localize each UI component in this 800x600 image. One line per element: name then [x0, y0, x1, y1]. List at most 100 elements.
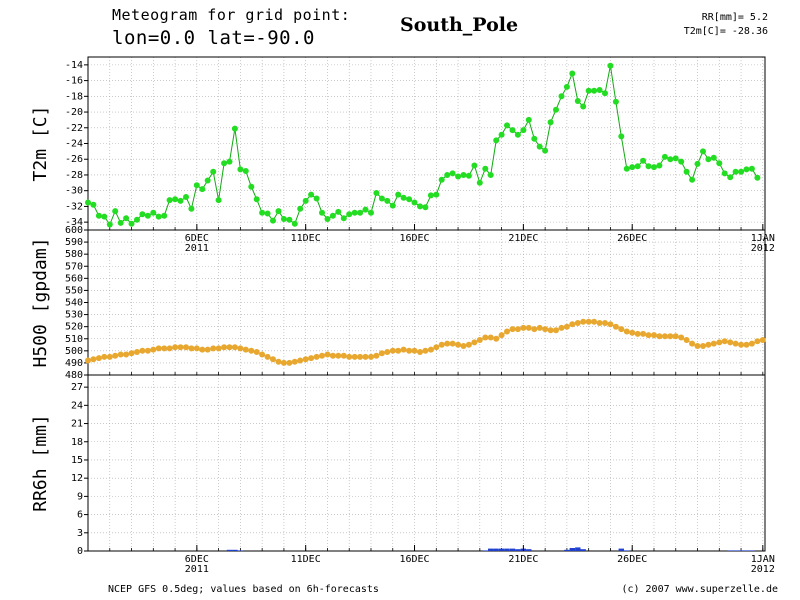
- t2m-point: [465, 172, 472, 179]
- t2m-point: [525, 116, 532, 123]
- date-tick-label: 6DEC: [185, 233, 209, 244]
- h500-point: [563, 323, 570, 330]
- h500-point: [139, 347, 146, 354]
- t2m-point: [596, 87, 603, 93]
- h500-point: [732, 340, 739, 347]
- date-tick-year: 2012: [751, 243, 775, 254]
- date-tick-label: 6DEC: [185, 554, 209, 565]
- t2m-point: [433, 191, 440, 198]
- rr-bar: [498, 548, 505, 551]
- t2m-point: [362, 206, 369, 213]
- h500-point: [204, 346, 211, 353]
- t2m-point: [438, 176, 445, 183]
- t2m-point: [128, 220, 135, 227]
- rr-bar: [232, 549, 238, 551]
- rr-bar: [482, 550, 488, 551]
- h500-point: [231, 344, 238, 351]
- t2m-point: [683, 168, 690, 175]
- t2m-point: [172, 196, 179, 203]
- t2m-point: [514, 131, 521, 138]
- t2m-point: [569, 70, 576, 77]
- t2m-point: [226, 158, 233, 165]
- t2m-point: [553, 106, 559, 113]
- h500-point: [759, 337, 766, 343]
- y-tick-label: 3: [77, 528, 83, 539]
- h500-point: [465, 341, 472, 348]
- h500-point: [748, 340, 755, 347]
- h500-point: [378, 350, 385, 357]
- h500-point: [226, 344, 233, 351]
- date-tick-year: 2011: [185, 564, 209, 575]
- y-tick-label: -14: [65, 60, 83, 71]
- t2m-point: [324, 216, 331, 222]
- t2m-point: [417, 203, 423, 210]
- grid-point-label: Meteogram for grid point:: [112, 6, 351, 24]
- t2m-point: [482, 165, 489, 172]
- h500-point: [656, 333, 663, 340]
- y-tick-label: 600: [65, 225, 83, 236]
- h500-point: [672, 333, 679, 340]
- location-title: South_Pole: [400, 14, 519, 36]
- t2m-point: [645, 163, 652, 170]
- h500-point: [504, 328, 510, 335]
- t2m-point: [357, 209, 364, 216]
- t2m-point: [302, 197, 309, 204]
- t2m-point: [166, 197, 173, 204]
- t2m-point: [422, 204, 429, 211]
- y-tick-label: 510: [65, 334, 83, 345]
- h500-point: [694, 343, 701, 349]
- date-tick-label: 16DEC: [399, 233, 429, 244]
- y-tick-label: 580: [65, 249, 83, 260]
- t2m-point: [183, 194, 189, 200]
- t2m-point: [378, 195, 385, 202]
- h500-point: [449, 340, 456, 347]
- h500-point: [389, 347, 396, 354]
- h500-point: [542, 326, 549, 333]
- y-tick-label: 560: [65, 273, 83, 284]
- h500-point: [422, 347, 429, 354]
- h500-point: [574, 320, 581, 326]
- t2m-point: [395, 191, 402, 198]
- rr-bar: [526, 549, 532, 551]
- h500-point: [259, 351, 266, 358]
- t2m-point: [340, 215, 347, 222]
- h500-point: [384, 349, 391, 355]
- h500-point: [678, 334, 685, 341]
- t2m-point: [531, 135, 538, 142]
- t2m-point: [661, 153, 668, 160]
- h500-point: [661, 333, 668, 340]
- date-tick-label: 26DEC: [617, 233, 647, 244]
- t2m-point: [231, 125, 238, 132]
- rr-bar: [618, 548, 624, 551]
- h500-point: [525, 324, 532, 331]
- rr-bar: [727, 550, 733, 551]
- y-tick-label: 540: [65, 298, 83, 309]
- t2m-point: [591, 87, 598, 94]
- t2m-point: [368, 209, 374, 216]
- h500-point: [444, 340, 451, 347]
- t2m-point: [694, 160, 701, 167]
- h500-point: [362, 353, 369, 360]
- y-tick-label: 9: [77, 491, 83, 502]
- t2m-point: [270, 217, 276, 224]
- t2m-readout: T2m[C]= -28.36: [683, 26, 768, 37]
- t2m-point: [411, 199, 418, 206]
- t2m-point: [504, 122, 510, 129]
- h500-point: [302, 356, 309, 363]
- y-tick-label: 490: [65, 358, 83, 369]
- h500-point: [727, 339, 734, 346]
- h500-point: [406, 347, 413, 354]
- y-tick-label: 18: [71, 437, 83, 448]
- h500-point: [237, 345, 244, 352]
- y-axis-label: T2m [C]: [30, 106, 51, 182]
- t2m-point: [520, 127, 527, 134]
- h500-point: [248, 347, 255, 354]
- t2m-point: [667, 156, 674, 163]
- h500-point: [155, 345, 162, 352]
- t2m-point: [308, 191, 315, 198]
- h500-point: [166, 345, 173, 352]
- h500-point: [85, 357, 91, 364]
- t2m-point: [264, 210, 271, 217]
- t2m-point: [237, 166, 244, 173]
- y-tick-label: 27: [71, 382, 83, 393]
